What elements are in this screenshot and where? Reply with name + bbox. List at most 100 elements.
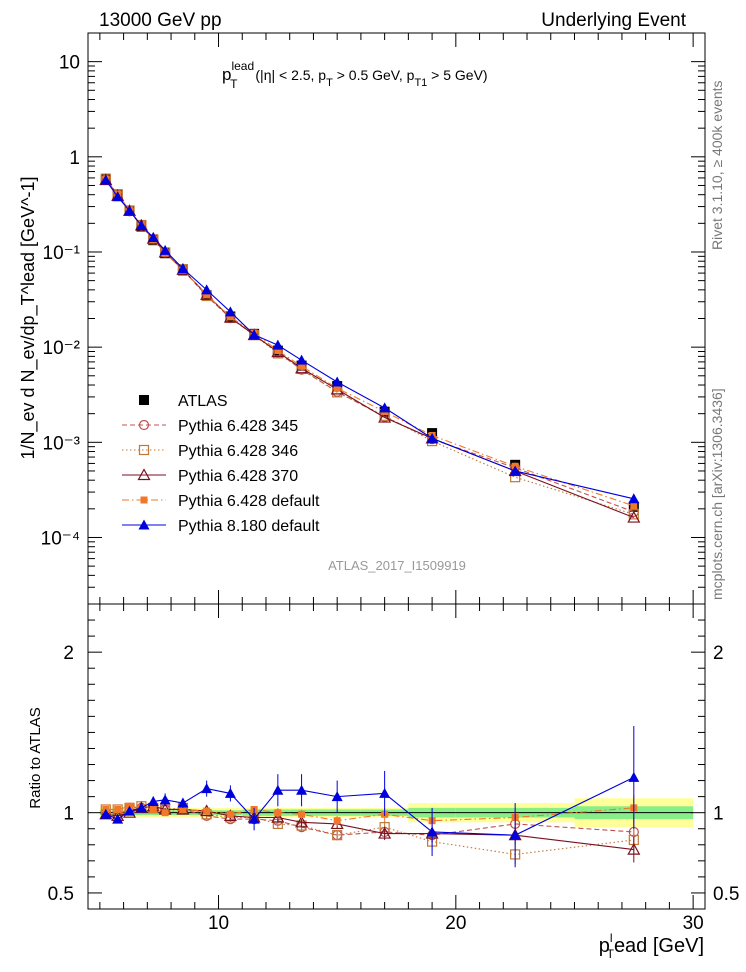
data-point-p8	[331, 376, 343, 387]
data-point-p8	[426, 432, 438, 443]
ratio-point-pdef	[203, 807, 211, 815]
ratio-series-layer	[99, 726, 641, 868]
series-line-p346	[105, 178, 634, 515]
ratio-point-pdef	[274, 809, 282, 817]
y-tick-label: 10⁻⁴	[41, 528, 80, 549]
data-point-p8	[224, 306, 236, 317]
legend: ATLAS Pythia 6.428 345 Pythia 6.428 346 Pyt…	[122, 393, 320, 535]
data-point-p8	[112, 191, 124, 202]
data-point-p8	[124, 205, 136, 216]
data-point-pdef	[630, 502, 638, 510]
ratio-point-pdef	[114, 805, 122, 813]
data-point-p8	[177, 263, 189, 274]
legend-item-atlas: ATLAS	[139, 393, 228, 410]
legend-label: Pythia 8.180 default	[178, 518, 320, 535]
ratio-point-p370	[627, 842, 641, 855]
legend-marker	[138, 444, 150, 456]
series-atlas	[100, 174, 639, 512]
header-left: 13000 GeV pp	[99, 10, 222, 31]
mcplots-label: mcplots.cern.ch [arXiv:1306.3436]	[709, 388, 725, 600]
axes: 10 1 10⁻¹ 10⁻² 10⁻³ 10⁻⁴ 10 20 30 0.5 0.5 1 1 2 2	[41, 32, 739, 934]
series-p8	[100, 174, 640, 504]
legend-marker	[138, 419, 150, 431]
data-point-p8	[147, 231, 159, 242]
ratio-series-p8	[100, 726, 640, 868]
ratio-point-p8	[628, 771, 640, 782]
ratio-point-p8	[296, 784, 308, 795]
ratio-point-p8	[112, 813, 124, 824]
ratio-y-tick-label-right: 1	[713, 804, 724, 825]
x-tick-label: 20	[445, 913, 466, 934]
ratio-y-tick-label: 0.5	[48, 884, 74, 905]
ratio-point-p8	[248, 813, 260, 824]
ratio-y-tick-label: 2	[63, 643, 74, 664]
data-point-pdef	[226, 313, 234, 321]
legend-marker	[138, 519, 150, 530]
data-point-pdef	[274, 347, 282, 355]
ratio-point-p8	[147, 795, 159, 806]
data-point-p8	[379, 402, 391, 413]
x-tick-label: 10	[208, 913, 229, 934]
ratio-point-p370	[295, 815, 309, 828]
ratio-y-axis-label: Ratio to ATLAS	[27, 707, 44, 808]
ratio-panel-frame	[87, 603, 706, 910]
series-line-p370	[105, 179, 635, 519]
analysis-watermark: ATLAS_2017_I1509919	[328, 558, 466, 573]
ratio-point-p8	[135, 802, 147, 813]
rivet-version-label: Rivet 3.1.10, ≥ 400k events	[709, 80, 725, 250]
ratio-point-p8	[379, 787, 391, 798]
ratio-point-pdef	[179, 805, 187, 813]
data-point-p8	[296, 354, 308, 365]
legend-item-p8: Pythia 8.180 default	[122, 518, 320, 535]
x-tick-label: 30	[683, 913, 704, 934]
data-point-pdef	[203, 291, 211, 299]
ratio-point-pdef	[298, 810, 306, 818]
data-point-p370	[627, 510, 641, 523]
data-point-p8	[100, 174, 112, 185]
legend-label: Pythia 6.428 370	[178, 468, 298, 485]
ratio-point-p370	[271, 810, 285, 823]
y-tick-label: 10⁻³	[43, 433, 81, 454]
ratio-point-p370	[378, 826, 392, 839]
ratio-point-pdef	[149, 805, 157, 813]
ratio-point-p8	[224, 787, 236, 798]
legend-marker	[139, 395, 149, 405]
data-point-p8	[159, 244, 171, 255]
ratio-point-pdef	[226, 810, 234, 818]
legend-marker	[140, 496, 148, 504]
series-line-p345	[105, 179, 634, 513]
ratio-point-p8	[509, 829, 521, 840]
data-point-pdef	[298, 362, 306, 370]
ratio-point-pdef	[161, 809, 169, 817]
x-axis-label: pl Tead [GeV]	[599, 931, 704, 961]
data-point-p8	[201, 284, 213, 295]
data-point-p8	[248, 329, 260, 340]
legend-marker	[137, 468, 151, 481]
data-point-p8	[135, 219, 147, 230]
ratio-point-p8	[124, 805, 136, 816]
ratio-y-tick-label-right: 0.5	[713, 884, 739, 905]
ratio-point-p8	[331, 791, 343, 802]
legend-label: Pythia 6.428 default	[178, 493, 320, 510]
legend-item-p346: Pythia 6.428 346	[122, 443, 298, 460]
legend-item-p345: Pythia 6.428 345	[122, 418, 298, 435]
main-y-axis-label: 1/N_ev d N_ev/dp_T^lead [GeV^-1]	[18, 176, 39, 459]
ratio-point-p346	[332, 830, 343, 841]
data-point-p8	[509, 465, 521, 476]
data-point-p346	[628, 509, 639, 520]
data-point-pdef	[333, 384, 341, 392]
legend-item-pdef: Pythia 6.428 default	[122, 493, 320, 510]
ratio-point-p8	[159, 794, 171, 805]
data-point-p370	[378, 410, 392, 423]
ratio-y-tick-label: 1	[63, 804, 74, 825]
ratio-y-tick-label-right: 2	[713, 643, 724, 664]
legend-label: Pythia 6.428 345	[178, 418, 298, 435]
series-layer	[99, 173, 641, 523]
legend-item-p370: Pythia 6.428 370	[122, 468, 298, 485]
data-point-p8	[628, 493, 640, 504]
y-tick-label: 10⁻¹	[43, 243, 81, 264]
y-tick-label: 1	[69, 148, 80, 169]
ratio-point-p8	[272, 784, 284, 795]
data-point-p8	[272, 339, 284, 350]
ratio-point-p8	[177, 797, 189, 808]
